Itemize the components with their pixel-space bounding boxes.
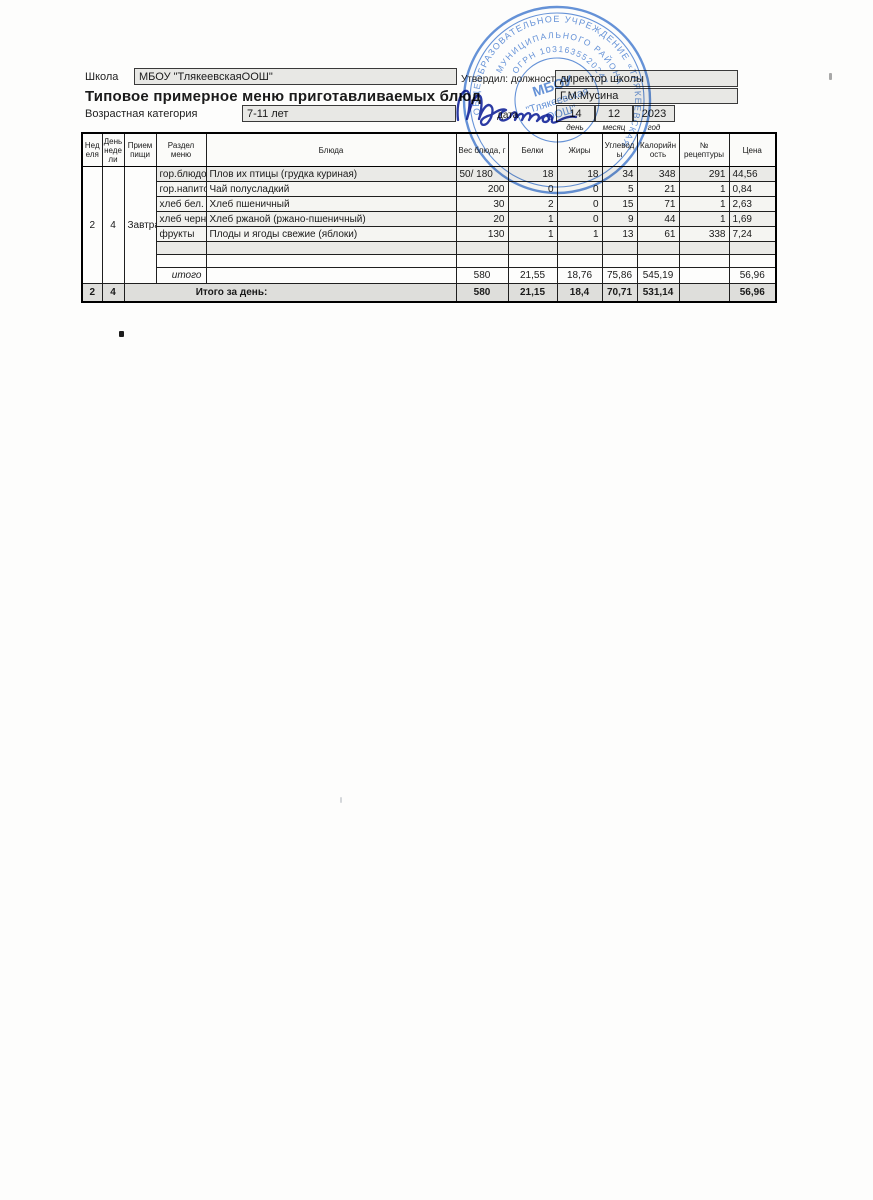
- kcal-cell: 21: [636, 181, 680, 197]
- day-cell: 4: [101, 283, 125, 303]
- weight-cell: 130: [455, 226, 509, 242]
- table-row: хлеб бел. Хлеб пшеничный 30 2 0 15 71 1 …: [82, 196, 777, 212]
- school-stamp-icon: ОБЩЕОБРАЗОВАТЕЛЬНОЕ УЧРЕЖДЕНИЕ «ТЛЯКЕЕВС…: [449, 0, 660, 195]
- col-header-fat: Жиры: [556, 132, 603, 167]
- table-row: гор.напиток Чай полусладкий 200 0 0 5 21…: [82, 181, 777, 197]
- week-cell: 2: [81, 283, 103, 303]
- section-cell: фрукты: [155, 226, 207, 242]
- price-cell: 56,96: [728, 283, 777, 303]
- col-header-price: Цена: [728, 132, 777, 167]
- age-category-field: 7-11 лет: [242, 105, 456, 122]
- table-header-row: Неделя День недели Прием пищи Раздел мен…: [81, 132, 777, 167]
- fat-cell: 18,4: [556, 283, 603, 303]
- protein-cell: 18: [507, 166, 558, 182]
- recipe-cell: [678, 283, 730, 303]
- kcal-cell: 71: [636, 196, 680, 212]
- table-row: фрукты Плоды и ягоды свежие (яблоки) 130…: [82, 226, 777, 242]
- col-header-section: Раздел меню: [155, 132, 207, 167]
- col-header-recipe: № рецептуры: [678, 132, 730, 167]
- scan-speck: [829, 73, 832, 80]
- approved-by-label: Утвердил: должность: [461, 74, 561, 85]
- day-cell: 4: [101, 166, 125, 284]
- col-header-meal: Прием пищи: [123, 132, 157, 167]
- carbs-cell: 75,86: [601, 267, 638, 284]
- col-header-protein: Белки: [507, 132, 558, 167]
- day-total-row: 2 4 Итого за день: 580 21,15 18,4 70,71 …: [81, 283, 777, 303]
- signature-icon: [456, 89, 578, 126]
- col-header-day: День недели: [101, 132, 125, 167]
- date-day-sublabel: день: [566, 123, 584, 132]
- section-cell: гор.напиток: [155, 181, 207, 197]
- recipe-cell: [678, 267, 730, 284]
- fat-cell: 0: [556, 211, 603, 227]
- price-cell: 1,69: [728, 211, 777, 227]
- fat-cell: 18: [556, 166, 603, 182]
- dish-cell: Чай полусладкий: [205, 181, 457, 197]
- date-month-field: 12: [595, 105, 633, 122]
- carbs-cell: 13: [601, 226, 638, 242]
- weight-cell: 30: [455, 196, 509, 212]
- kcal-cell: 61: [636, 226, 680, 242]
- kcal-cell: 44: [636, 211, 680, 227]
- section-cell: хлеб черн.: [155, 211, 207, 227]
- recipe-cell: 291: [678, 166, 730, 182]
- dish-cell: Хлеб пшеничный: [205, 196, 457, 212]
- price-cell: 56,96: [728, 267, 777, 284]
- recipe-cell: 338: [678, 226, 730, 242]
- date-year-sublabel: год: [647, 123, 661, 132]
- price-cell: 7,24: [728, 226, 777, 242]
- empty-row: [82, 241, 777, 255]
- protein-cell: 1: [507, 226, 558, 242]
- weight-cell: 200: [455, 181, 509, 197]
- day-total-label: Итого за день:: [123, 283, 457, 303]
- carbs-cell: 9: [601, 211, 638, 227]
- col-header-dish: Блюда: [205, 132, 457, 167]
- carbs-cell: 34: [601, 166, 638, 182]
- recipe-cell: 1: [678, 181, 730, 197]
- dish-cell: Хлеб ржаной (ржано-пшеничный): [205, 211, 457, 227]
- protein-cell: 21,55: [507, 267, 558, 284]
- weight-cell: 580: [455, 267, 509, 284]
- scan-speck: [340, 797, 342, 803]
- section-cell: гор.блюдо: [155, 166, 207, 182]
- col-header-week: Неделя: [81, 132, 103, 167]
- recipe-cell: 1: [678, 211, 730, 227]
- price-cell: 44,56: [728, 166, 777, 182]
- section-cell: хлеб бел.: [155, 196, 207, 212]
- date-month-sublabel: месяц: [602, 123, 626, 132]
- col-header-kcal: Калорийность: [636, 132, 680, 167]
- empty-row: [82, 254, 777, 268]
- dish-cell: [205, 267, 457, 284]
- date-label: дата: [497, 110, 519, 121]
- kcal-cell: 531,14: [636, 283, 680, 303]
- dish-cell: Плов их птицы (грудка куриная): [205, 166, 457, 182]
- meal-cell: Завтрак: [123, 166, 157, 284]
- kcal-cell: 545,19: [636, 267, 680, 284]
- week-cell: 2: [81, 166, 103, 284]
- fat-cell: 1: [556, 226, 603, 242]
- approver-name-field: Г.М.Мусина: [555, 88, 738, 104]
- table-row: хлеб черн. Хлеб ржаной (ржано-пшеничный)…: [82, 211, 777, 227]
- school-label: Школа: [85, 71, 119, 83]
- weight-cell: 20: [455, 211, 509, 227]
- menu-table: Неделя День недели Прием пищи Раздел мен…: [81, 132, 777, 303]
- fat-cell: 18,76: [556, 267, 603, 284]
- subtotal-row: итого 580 21,55 18,76 75,86 545,19 56,96: [82, 267, 777, 284]
- protein-cell: 1: [507, 211, 558, 227]
- weight-cell: 580: [455, 283, 509, 303]
- recipe-cell: 1: [678, 196, 730, 212]
- protein-cell: 21,15: [507, 283, 558, 303]
- dish-cell: Плоды и ягоды свежие (яблоки): [205, 226, 457, 242]
- table-row: 2 4 Завтрак гор.блюдо Плов их птицы (гру…: [81, 166, 777, 284]
- carbs-cell: 70,71: [601, 283, 638, 303]
- subtotal-label: итого: [155, 267, 207, 284]
- scan-speck: [119, 331, 124, 337]
- age-category-label: Возрастная категория: [85, 108, 198, 120]
- page-title: Типовое примерное меню приготавливаемых …: [85, 88, 482, 105]
- price-cell: 0,84: [728, 181, 777, 197]
- school-name-field: МБОУ "ТлякеевскаяООШ": [134, 68, 457, 85]
- price-cell: 2,63: [728, 196, 777, 212]
